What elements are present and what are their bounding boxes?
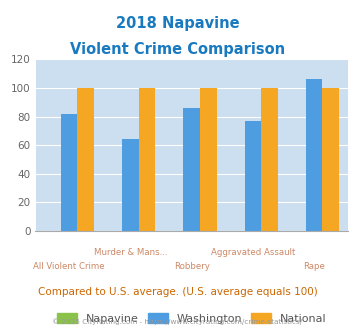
Text: Violent Crime Comparison: Violent Crime Comparison: [70, 42, 285, 57]
Text: 2018 Napavine: 2018 Napavine: [116, 16, 239, 31]
Bar: [261, 88, 278, 231]
Bar: [245, 121, 261, 231]
Bar: [322, 88, 339, 231]
Bar: [61, 114, 77, 231]
Legend: Napavine, Washington, National: Napavine, Washington, National: [53, 309, 331, 328]
Bar: [122, 140, 139, 231]
Text: © 2025 CityRating.com - https://www.cityrating.com/crime-statistics/: © 2025 CityRating.com - https://www.city…: [53, 318, 302, 325]
Bar: [184, 108, 200, 231]
Text: Compared to U.S. average. (U.S. average equals 100): Compared to U.S. average. (U.S. average …: [38, 287, 317, 297]
Text: Rape: Rape: [303, 262, 325, 271]
Text: All Violent Crime: All Violent Crime: [33, 262, 105, 271]
Bar: [77, 88, 94, 231]
Bar: [139, 88, 155, 231]
Bar: [306, 80, 322, 231]
Text: Murder & Mans...: Murder & Mans...: [94, 248, 167, 257]
Text: Robbery: Robbery: [174, 262, 210, 271]
Bar: [200, 88, 217, 231]
Text: Aggravated Assault: Aggravated Assault: [211, 248, 295, 257]
